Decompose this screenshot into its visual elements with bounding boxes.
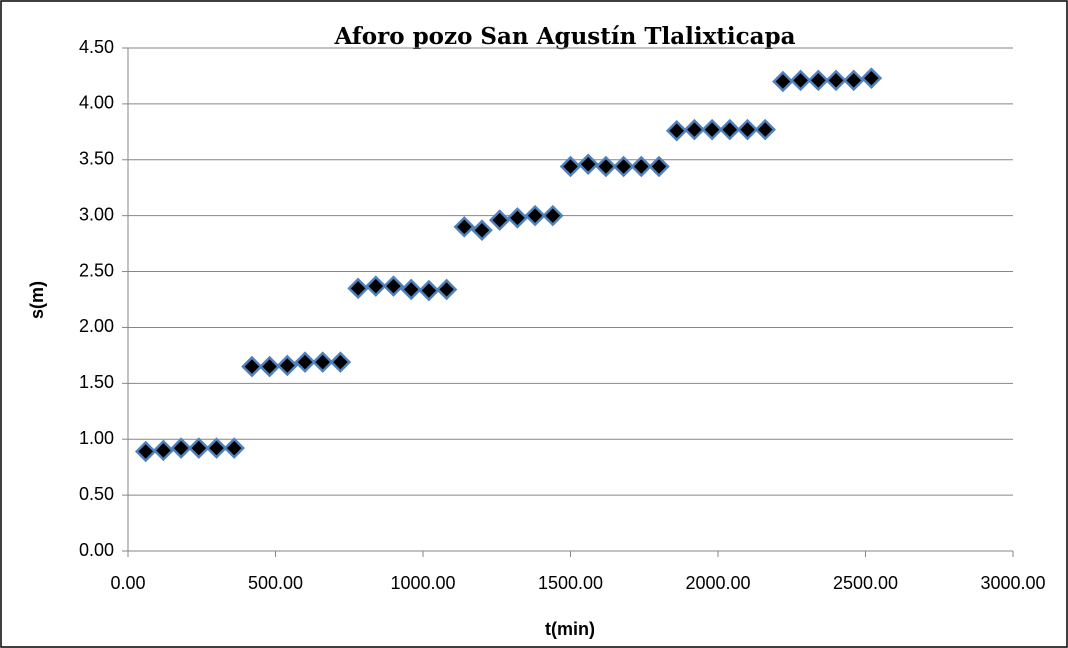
point [170, 437, 192, 459]
point [577, 153, 599, 176]
point [860, 67, 883, 89]
point [665, 119, 688, 142]
x-tick-label: 0.00 [110, 573, 145, 593]
x-tick-label: 2000.00 [685, 573, 750, 593]
point [311, 351, 334, 373]
point [152, 439, 175, 462]
y-tick-label: 0.50 [79, 484, 114, 504]
point [506, 207, 529, 229]
point [825, 69, 847, 92]
point [329, 351, 352, 373]
y-tick-label: 4.00 [79, 93, 114, 113]
point [435, 278, 458, 301]
point [542, 204, 564, 227]
point [559, 155, 582, 178]
point [453, 216, 476, 238]
point [683, 118, 706, 141]
x-tick-label: 2500.00 [833, 573, 898, 593]
point [612, 155, 635, 178]
point [807, 69, 830, 92]
point [294, 351, 316, 373]
x-tick-label: 1500.00 [538, 573, 603, 593]
point [488, 209, 511, 231]
point [772, 70, 794, 93]
y-tick-label: 3.00 [79, 204, 114, 224]
chart-title: Aforo pozo San Agustín Tlalixticapa [333, 23, 795, 50]
x-tick-label: 500.00 [248, 573, 303, 593]
x-axis-label: t(min) [545, 619, 595, 639]
point [382, 275, 405, 297]
point [630, 155, 653, 178]
y-axis-label: s(m) [27, 281, 47, 319]
point [241, 355, 263, 378]
point [365, 275, 387, 297]
point [595, 155, 617, 178]
point [701, 118, 723, 141]
point [789, 69, 812, 92]
y-tick-label: 2.50 [79, 260, 114, 280]
point [736, 118, 759, 141]
point [418, 279, 440, 302]
point [648, 155, 670, 178]
y-tick-label: 1.50 [79, 372, 114, 392]
point [471, 219, 493, 241]
point [258, 355, 281, 378]
point [223, 437, 245, 459]
point [188, 437, 210, 459]
point [400, 278, 422, 301]
y-tick-label: 1.00 [79, 428, 114, 448]
point [719, 118, 741, 141]
point [347, 277, 369, 300]
x-tick-label: 3000.00 [980, 573, 1045, 593]
y-tick-label: 2.00 [79, 316, 114, 336]
y-tick-label: 4.50 [79, 37, 114, 57]
x-tick-label: 1000.00 [390, 573, 455, 593]
point [134, 440, 157, 463]
point [842, 69, 865, 92]
point [754, 118, 776, 141]
y-tick-label: 0.00 [79, 540, 114, 560]
point [276, 354, 299, 377]
point [524, 204, 546, 227]
y-tick-label: 3.50 [79, 149, 114, 169]
point [205, 437, 228, 459]
